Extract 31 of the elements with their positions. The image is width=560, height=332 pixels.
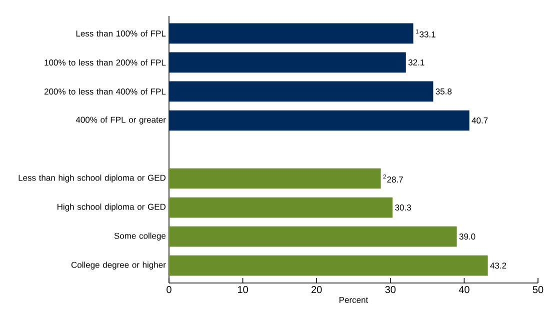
bar (169, 255, 488, 276)
x-axis-title: Percent (340, 296, 368, 303)
x-tick-label: 30 (385, 286, 396, 294)
data-label: 39.0 (459, 234, 476, 240)
y-tick-label: Less than 100% of FPL (76, 30, 166, 37)
data-label: 35.8 (436, 88, 452, 94)
data-label: 40.7 (472, 117, 488, 124)
data-label: 43.2 (490, 262, 506, 269)
y-tick-label: College degree or higher (71, 262, 166, 270)
x-tick-label: 10 (238, 286, 248, 294)
y-tick-label: 100% to less than 200% of FPL (44, 59, 166, 66)
x-tick-label: 50 (532, 286, 544, 294)
data-label: 32.1 (408, 59, 424, 66)
y-tick-label: Some college (114, 232, 166, 241)
bar (169, 110, 470, 131)
data-label: $^{2}$28.7 (383, 174, 403, 183)
x-tick-label: 0 (166, 286, 172, 294)
y-tick-label: Less than high school diploma or GED (18, 174, 166, 182)
data-label: 30.3 (395, 204, 411, 211)
bar (169, 226, 457, 247)
bar (169, 52, 406, 73)
bar (169, 23, 414, 44)
x-tick-label: 20 (312, 286, 322, 294)
bar (169, 81, 434, 102)
y-tick-label: High school diploma or GED (58, 204, 166, 212)
x-tick-label: 40 (458, 286, 470, 294)
bar (169, 168, 381, 189)
bar (169, 197, 393, 218)
y-tick-label: 400% of FPL or greater (76, 116, 166, 124)
y-tick-label: 200% to less than 400% of FPL (44, 88, 166, 95)
data-label: $^{1}$33.1 (416, 29, 436, 38)
